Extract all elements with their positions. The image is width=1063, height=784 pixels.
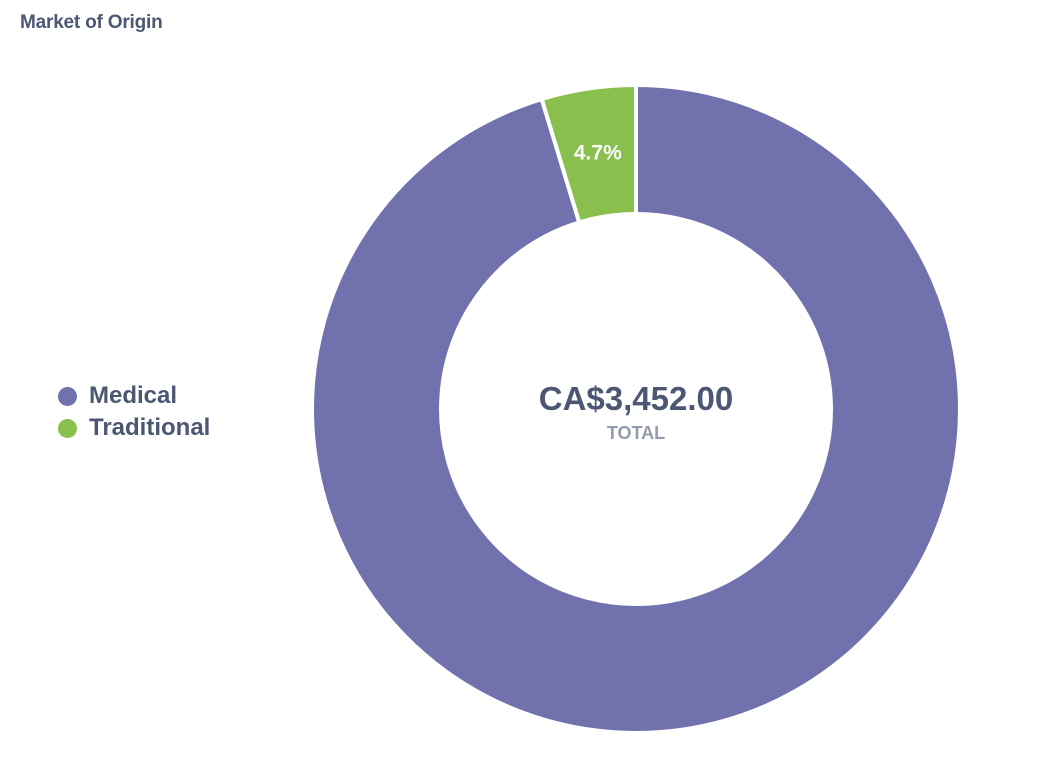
legend-dot-medical xyxy=(58,386,77,406)
donut-slices xyxy=(310,83,962,735)
legend-label-medical: Medical xyxy=(89,382,178,409)
legend-item-traditional[interactable]: Traditional xyxy=(58,412,210,444)
donut-slice-labels: 4.7% xyxy=(574,141,622,164)
legend-label-traditional: Traditional xyxy=(89,414,211,441)
center-total-label: TOTAL xyxy=(607,423,665,443)
legend-item-medical[interactable]: Medical xyxy=(58,380,210,412)
center-total-value: CA$3,452.00 xyxy=(539,380,733,417)
donut-slice-medical[interactable] xyxy=(310,83,962,735)
donut-slice-traditional[interactable] xyxy=(539,83,638,225)
card-title[interactable]: Market of Origin xyxy=(20,12,163,33)
slice-label-traditional: 4.7% xyxy=(574,141,622,164)
legend: Medical Traditional xyxy=(58,380,210,444)
legend-dot-traditional xyxy=(58,418,77,438)
